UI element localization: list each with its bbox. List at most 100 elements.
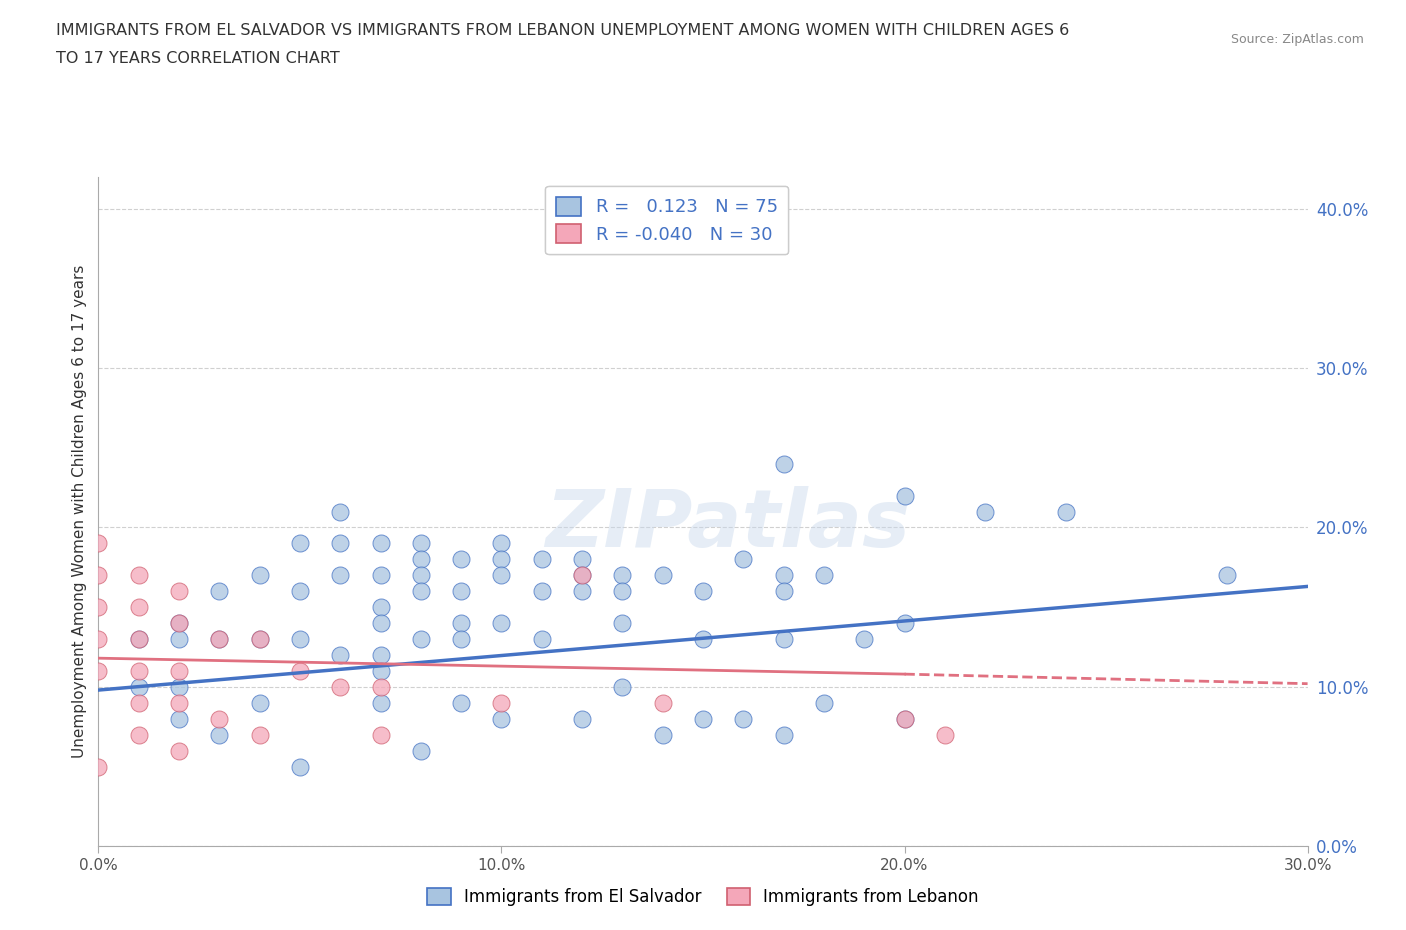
Point	[128, 696, 150, 711]
Point	[530, 551, 553, 566]
Point	[853, 631, 876, 646]
Text: Source: ZipAtlas.com: Source: ZipAtlas.com	[1230, 33, 1364, 46]
Point	[167, 680, 190, 695]
Point	[208, 711, 231, 726]
Point	[1054, 504, 1077, 519]
Point	[87, 631, 110, 646]
Point	[409, 584, 432, 599]
Point	[128, 631, 150, 646]
Point	[491, 711, 513, 726]
Point	[893, 711, 915, 726]
Point	[612, 568, 634, 583]
Point	[370, 727, 392, 742]
Point	[530, 631, 553, 646]
Point	[450, 631, 472, 646]
Point	[87, 568, 110, 583]
Point	[167, 584, 190, 599]
Point	[167, 711, 190, 726]
Point	[612, 616, 634, 631]
Text: TO 17 YEARS CORRELATION CHART: TO 17 YEARS CORRELATION CHART	[56, 51, 340, 66]
Point	[167, 743, 190, 758]
Point	[329, 568, 352, 583]
Point	[450, 696, 472, 711]
Text: ZIPatlas: ZIPatlas	[544, 485, 910, 564]
Point	[772, 457, 794, 472]
Point	[692, 631, 714, 646]
Point	[208, 631, 231, 646]
Point	[692, 584, 714, 599]
Point	[772, 727, 794, 742]
Point	[249, 631, 271, 646]
Point	[893, 616, 915, 631]
Point	[128, 568, 150, 583]
Point	[733, 551, 755, 566]
Point	[651, 727, 673, 742]
Text: IMMIGRANTS FROM EL SALVADOR VS IMMIGRANTS FROM LEBANON UNEMPLOYMENT AMONG WOMEN : IMMIGRANTS FROM EL SALVADOR VS IMMIGRANT…	[56, 23, 1070, 38]
Point	[733, 711, 755, 726]
Point	[612, 680, 634, 695]
Point	[370, 696, 392, 711]
Point	[491, 696, 513, 711]
Point	[128, 663, 150, 678]
Point	[329, 647, 352, 662]
Point	[128, 600, 150, 615]
Point	[87, 600, 110, 615]
Point	[491, 568, 513, 583]
Point	[288, 663, 311, 678]
Point	[208, 727, 231, 742]
Point	[450, 551, 472, 566]
Point	[813, 696, 835, 711]
Point	[249, 727, 271, 742]
Point	[370, 616, 392, 631]
Point	[87, 759, 110, 774]
Point	[128, 631, 150, 646]
Point	[329, 504, 352, 519]
Point	[128, 727, 150, 742]
Point	[692, 711, 714, 726]
Point	[409, 568, 432, 583]
Point	[288, 759, 311, 774]
Point	[612, 584, 634, 599]
Point	[893, 488, 915, 503]
Point	[772, 631, 794, 646]
Point	[167, 663, 190, 678]
Point	[893, 711, 915, 726]
Point	[571, 551, 593, 566]
Point	[974, 504, 997, 519]
Point	[571, 568, 593, 583]
Point	[409, 631, 432, 646]
Point	[450, 584, 472, 599]
Point	[167, 616, 190, 631]
Point	[288, 631, 311, 646]
Point	[370, 663, 392, 678]
Point	[370, 600, 392, 615]
Point	[167, 696, 190, 711]
Point	[329, 536, 352, 551]
Point	[249, 696, 271, 711]
Point	[208, 584, 231, 599]
Point	[128, 680, 150, 695]
Point	[491, 551, 513, 566]
Point	[167, 631, 190, 646]
Y-axis label: Unemployment Among Women with Children Ages 6 to 17 years: Unemployment Among Women with Children A…	[72, 265, 87, 758]
Point	[288, 584, 311, 599]
Point	[288, 536, 311, 551]
Point	[934, 727, 956, 742]
Point	[772, 568, 794, 583]
Point	[249, 631, 271, 646]
Point	[772, 584, 794, 599]
Point	[370, 647, 392, 662]
Point	[813, 568, 835, 583]
Point	[167, 616, 190, 631]
Point	[491, 616, 513, 631]
Point	[409, 551, 432, 566]
Point	[571, 711, 593, 726]
Point	[370, 568, 392, 583]
Point	[1216, 568, 1239, 583]
Point	[651, 568, 673, 583]
Point	[651, 696, 673, 711]
Point	[571, 568, 593, 583]
Point	[571, 584, 593, 599]
Point	[329, 680, 352, 695]
Point	[491, 536, 513, 551]
